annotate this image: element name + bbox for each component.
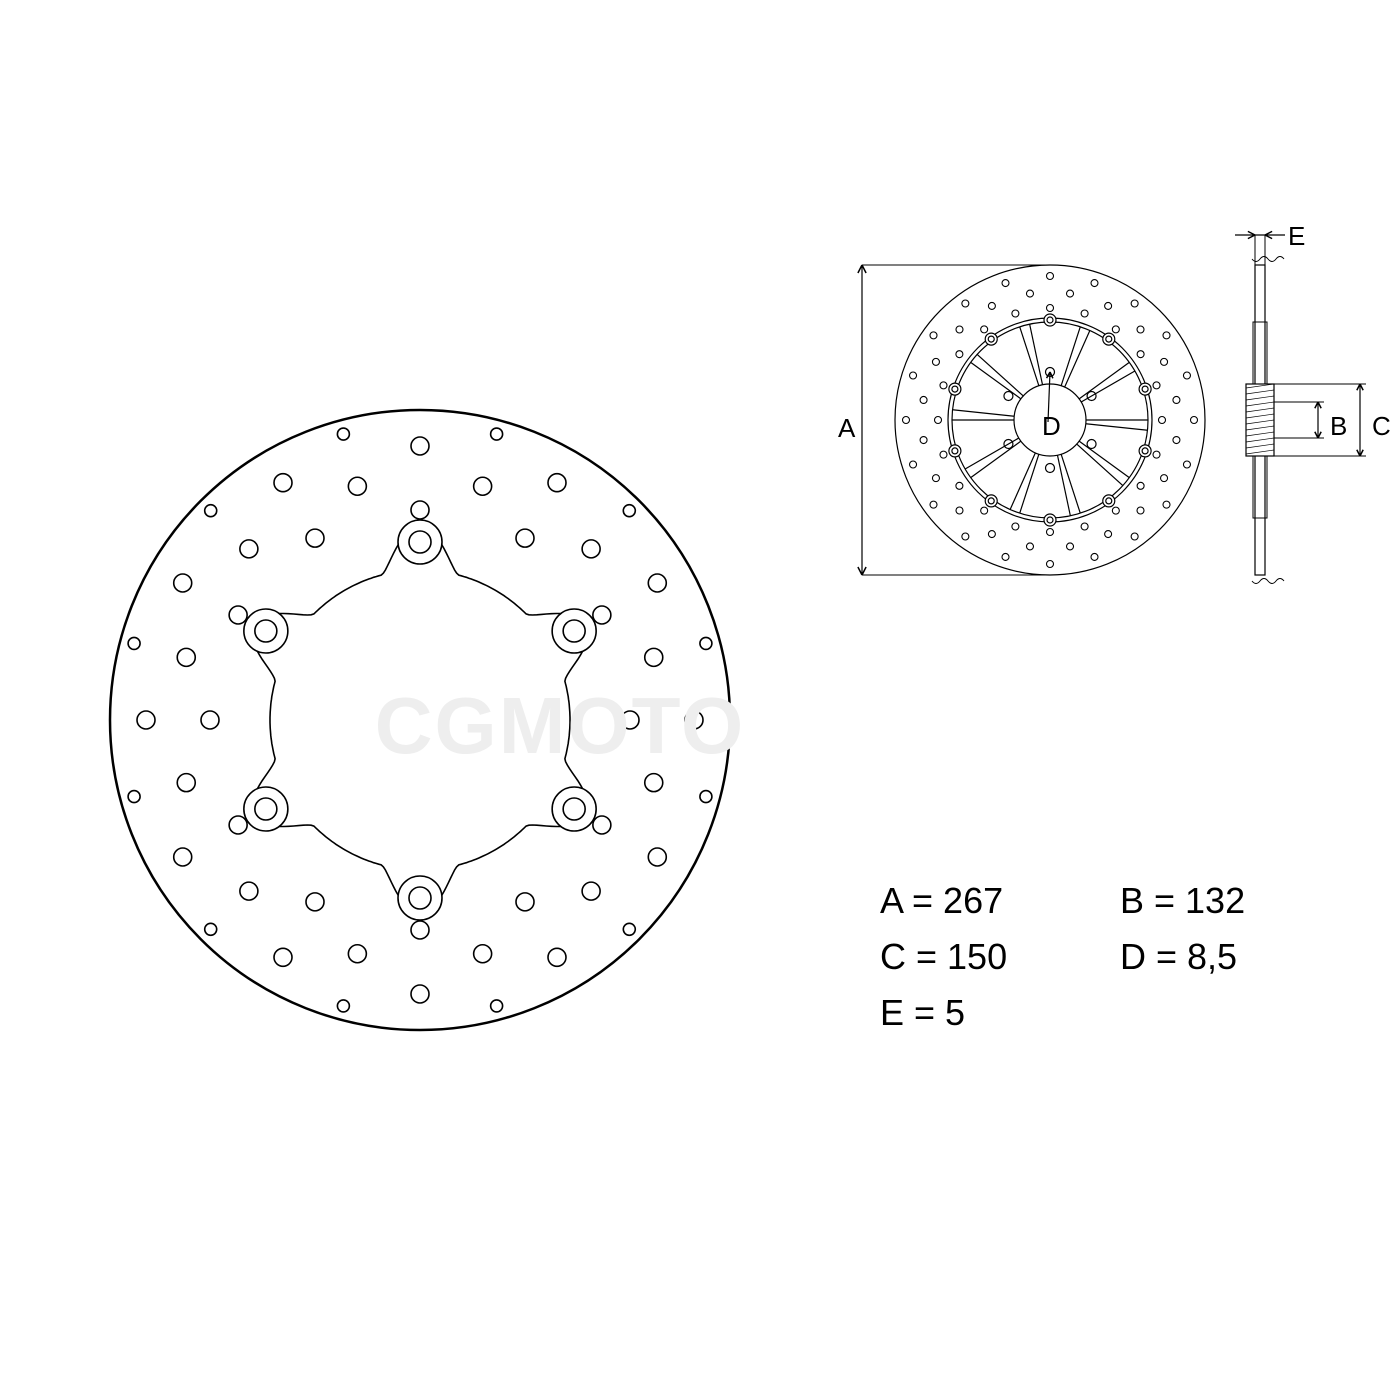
spec-a: A = 267 [880, 880, 1003, 922]
dim-label-c: C [1372, 411, 1391, 442]
spec-c: C = 150 [880, 936, 1007, 978]
dim-label-d: D [1042, 411, 1061, 442]
technical-drawing [0, 0, 1400, 1400]
spec-e: E = 5 [880, 992, 965, 1034]
spec-b: B = 132 [1120, 880, 1245, 922]
dim-label-b: B [1330, 411, 1347, 442]
spec-d: D = 8,5 [1120, 936, 1237, 978]
dim-label-a: A [838, 413, 855, 444]
dim-label-e: E [1288, 221, 1305, 252]
